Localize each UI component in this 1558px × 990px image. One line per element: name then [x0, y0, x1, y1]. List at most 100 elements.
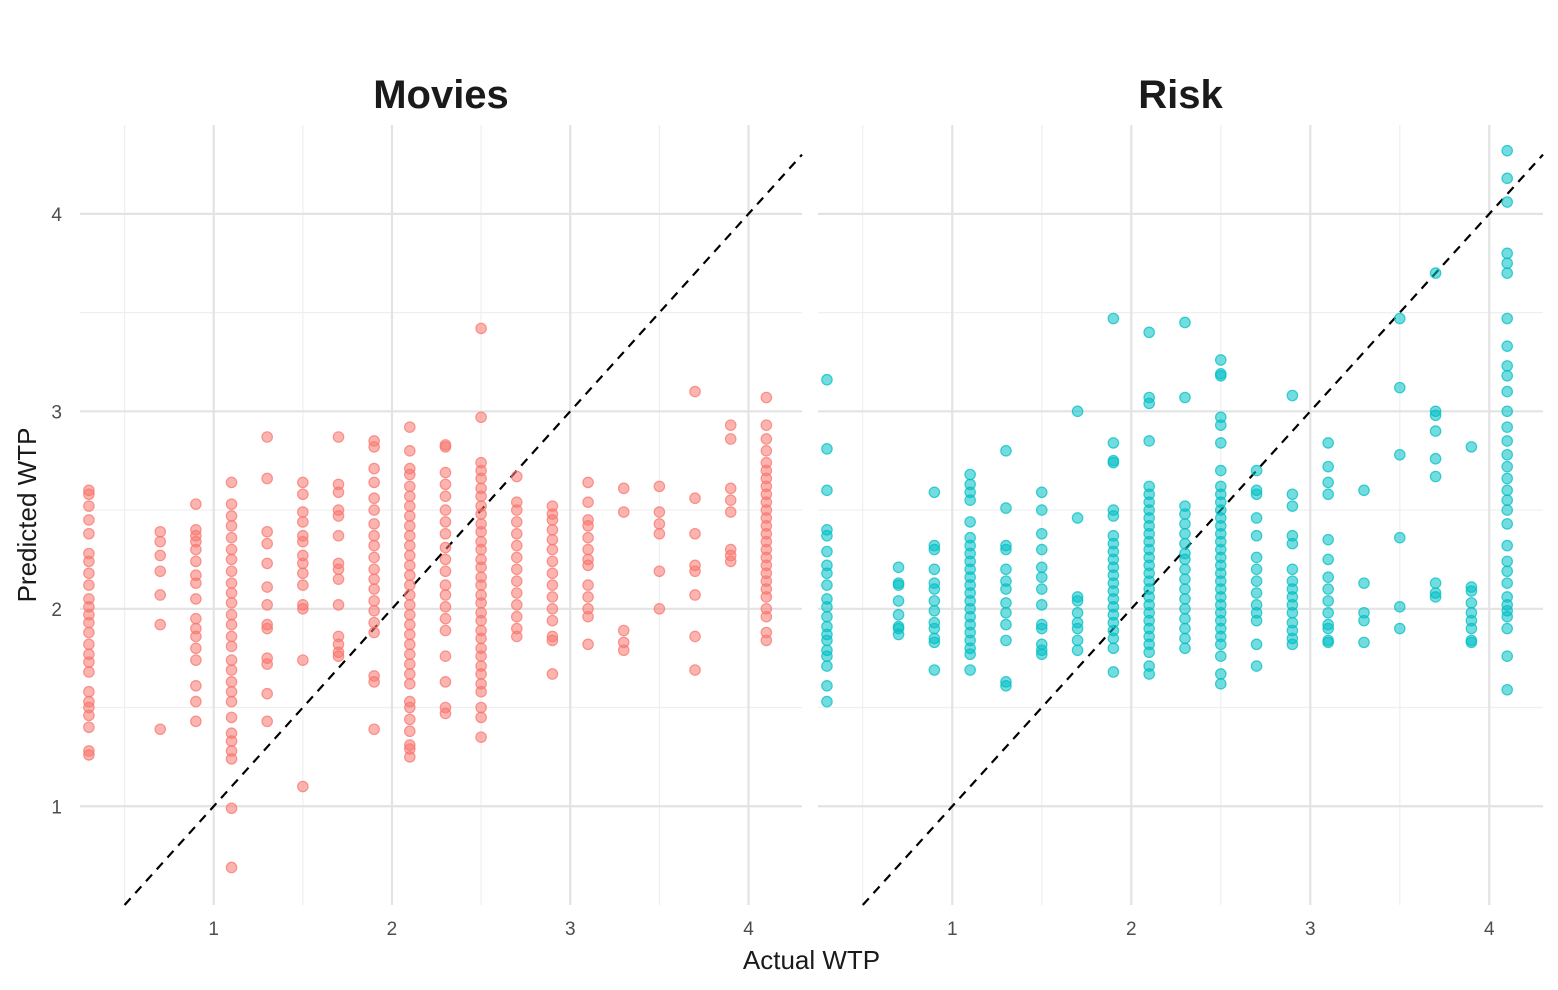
- data-point-risk: [1179, 593, 1191, 605]
- data-point-risk: [1250, 488, 1263, 501]
- data-point-risk: [1071, 606, 1084, 619]
- data-point-movies: [368, 476, 380, 489]
- data-point-risk: [1179, 573, 1191, 585]
- data-point-risk: [1286, 537, 1299, 550]
- data-point-movies: [261, 537, 273, 550]
- data-point-movies: [225, 553, 238, 566]
- data-point-movies: [154, 589, 167, 601]
- x-tick-label: 2: [1126, 919, 1137, 940]
- data-point-movies: [225, 640, 238, 653]
- data-point-risk: [1322, 606, 1334, 619]
- data-point-risk: [1214, 354, 1227, 366]
- data-point-movies: [404, 589, 416, 601]
- data-point-movies: [83, 656, 95, 668]
- data-point-risk: [1000, 618, 1012, 631]
- data-point-movies: [475, 322, 487, 335]
- data-point-risk: [1000, 680, 1012, 692]
- data-point-movies: [689, 630, 701, 643]
- data-point-movies: [404, 468, 416, 481]
- data-point-movies: [225, 498, 238, 510]
- data-point-movies: [582, 543, 594, 556]
- data-point-movies: [368, 616, 380, 629]
- panel-risk-points: [821, 144, 1513, 708]
- data-point-risk: [1358, 614, 1370, 627]
- data-point-risk: [1035, 527, 1048, 540]
- data-point-movies: [225, 735, 238, 747]
- data-point-risk: [1179, 527, 1191, 540]
- data-point-movies: [404, 713, 416, 726]
- data-point-risk: [928, 595, 941, 607]
- data-point-movies: [404, 599, 416, 611]
- data-point-movies: [439, 553, 452, 566]
- data-point-movies: [297, 602, 309, 615]
- data-point-risk: [1501, 539, 1513, 552]
- data-point-movies: [368, 595, 380, 607]
- data-point-movies: [297, 476, 309, 489]
- data-point-risk: [1214, 650, 1227, 662]
- panel-title-movies: Movies: [373, 73, 509, 117]
- data-point-movies: [582, 559, 594, 572]
- data-point-movies: [439, 478, 452, 491]
- data-point-movies: [190, 680, 202, 692]
- data-point-movies: [760, 445, 773, 457]
- data-point-risk: [964, 468, 976, 481]
- data-point-movies: [297, 567, 309, 580]
- data-point-movies: [368, 551, 380, 564]
- data-point-risk: [1286, 563, 1299, 576]
- data-point-risk: [1286, 488, 1299, 501]
- data-point-risk: [1035, 486, 1048, 499]
- data-point-movies: [332, 650, 345, 662]
- y-axis-ticks: 1 2 3 4: [51, 205, 62, 818]
- data-point-risk: [928, 543, 941, 556]
- data-point-movies: [760, 391, 773, 404]
- data-point-movies: [297, 557, 309, 570]
- data-point-risk: [1465, 441, 1478, 453]
- data-point-risk: [1035, 504, 1048, 516]
- data-point-movies: [475, 472, 487, 485]
- data-point-movies: [724, 433, 737, 445]
- data-point-risk: [1501, 622, 1513, 635]
- data-point-movies: [439, 707, 452, 720]
- data-point-risk: [821, 695, 833, 708]
- data-point-risk: [1250, 529, 1263, 542]
- data-point-risk: [1107, 312, 1120, 325]
- data-point-movies: [297, 535, 309, 548]
- data-point-risk: [1179, 612, 1191, 625]
- data-point-movies: [617, 482, 630, 495]
- data-point-risk: [821, 680, 833, 692]
- data-point-movies: [225, 618, 238, 631]
- data-point-movies: [261, 687, 273, 700]
- panel-movies: 1 2 3 4 Movies: [80, 73, 803, 940]
- data-point-risk: [1250, 614, 1263, 627]
- data-point-movies: [760, 433, 773, 445]
- data-point-movies: [225, 802, 238, 815]
- data-point-movies: [653, 527, 666, 540]
- data-point-risk: [821, 567, 833, 580]
- data-point-risk: [1250, 638, 1263, 651]
- data-point-movies: [510, 551, 523, 564]
- data-point-movies: [510, 516, 523, 528]
- data-point-movies: [510, 587, 523, 599]
- data-point-movies: [190, 498, 202, 510]
- data-point-risk: [1501, 405, 1513, 418]
- data-point-movies: [225, 664, 238, 676]
- data-point-movies: [404, 638, 416, 651]
- data-point-movies: [439, 441, 452, 453]
- data-point-movies: [332, 486, 345, 499]
- data-point-risk: [1429, 425, 1442, 437]
- panel-risk-reference-line: [861, 153, 1544, 906]
- data-point-movies: [190, 593, 202, 605]
- data-point-risk: [1322, 533, 1334, 546]
- data-point-movies: [404, 549, 416, 562]
- data-point-risk: [1358, 484, 1370, 497]
- data-point-risk: [1035, 543, 1048, 556]
- data-point-movies: [760, 634, 773, 647]
- data-point-risk: [1179, 642, 1191, 655]
- data-point-risk: [1214, 437, 1227, 449]
- data-point-movies: [617, 644, 630, 657]
- data-point-risk: [1429, 470, 1442, 483]
- data-point-risk: [1035, 622, 1048, 635]
- data-point-movies: [261, 472, 273, 485]
- data-point-risk: [1214, 369, 1227, 382]
- data-point-risk: [1107, 632, 1120, 645]
